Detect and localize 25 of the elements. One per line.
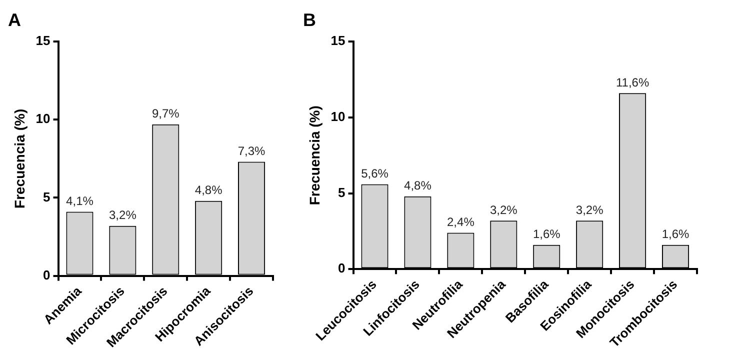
data-label: 3,2% [109,208,137,222]
chart-title: A [8,10,21,30]
data-label: 3,2% [490,202,518,217]
data-label: 5,6% [361,166,389,181]
y-axis-title: Frecuencia (%) [11,108,28,208]
y-axis-title: Frecuencia (%) [306,106,322,206]
data-label: 2,4% [447,215,475,230]
data-label: 9,7% [152,106,180,121]
data-label: 1,6% [532,227,561,242]
y-tick-label: 15 [36,33,50,48]
data-label: 1,6% [662,227,690,242]
y-tick-label: 15 [330,33,346,48]
data-label: 11,6% [616,75,650,90]
data-label: 4,1% [66,194,94,208]
y-tick-label: 5 [338,184,346,200]
chart-title: B [303,10,316,30]
y-tick-label: 0 [43,267,50,282]
y-tick-label: 10 [36,111,50,126]
data-label: 7,3% [238,144,266,158]
y-tick-label: 5 [43,189,50,204]
data-label: 3,2% [576,202,604,217]
y-tick-label: 0 [338,260,346,276]
y-tick-label: 10 [330,109,346,124]
data-label: 4,8% [404,178,432,193]
data-label: 4,8% [194,183,223,198]
